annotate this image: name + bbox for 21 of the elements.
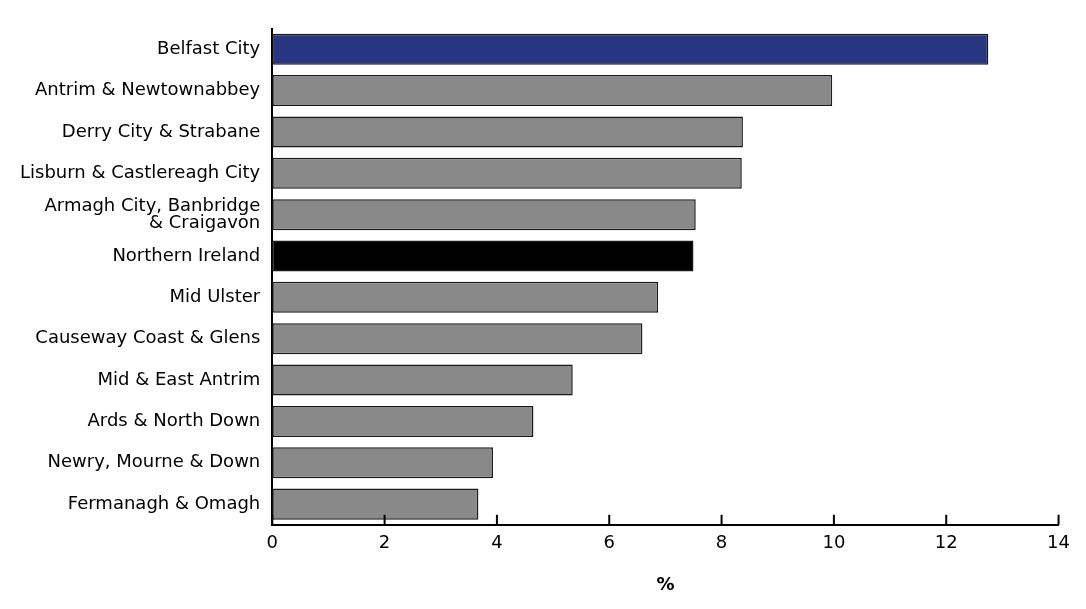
y-tick-label: Lisburn & Castlereagh City — [19, 160, 261, 182]
y-tick-label: Mid Ulster — [169, 285, 261, 307]
y-tick-label: Fermanagh & Omagh — [67, 491, 261, 513]
y-tick-label: Antrim & Newtownabbey — [35, 78, 261, 100]
y-tick-label: Northern Ireland — [112, 243, 261, 265]
x-tick-label: 2 — [378, 531, 391, 553]
x-axis-title: % — [656, 572, 675, 594]
x-tick-label: 12 — [934, 531, 958, 553]
y-tick-label: Newry, Mourne & Down — [47, 450, 261, 472]
y-tick-label: Mid & East Antrim — [97, 367, 261, 389]
y-tick-label: Armagh City, Banbridge & Craigavon — [44, 193, 261, 232]
y-tick-label: Causeway Coast & Glens — [35, 326, 261, 348]
y-tick-label: Ards & North Down — [87, 409, 261, 431]
x-tick-label: 6 — [603, 531, 615, 553]
y-tick-label: Derry City & Strabane — [61, 119, 261, 141]
x-tick-label: 0 — [266, 531, 278, 553]
y-tick-label: Belfast City — [157, 36, 261, 58]
x-tick-label: 8 — [715, 531, 728, 553]
x-tick-label: 10 — [822, 531, 846, 553]
x-tick-label: 4 — [491, 531, 503, 553]
x-tick-label: 14 — [1047, 531, 1070, 553]
